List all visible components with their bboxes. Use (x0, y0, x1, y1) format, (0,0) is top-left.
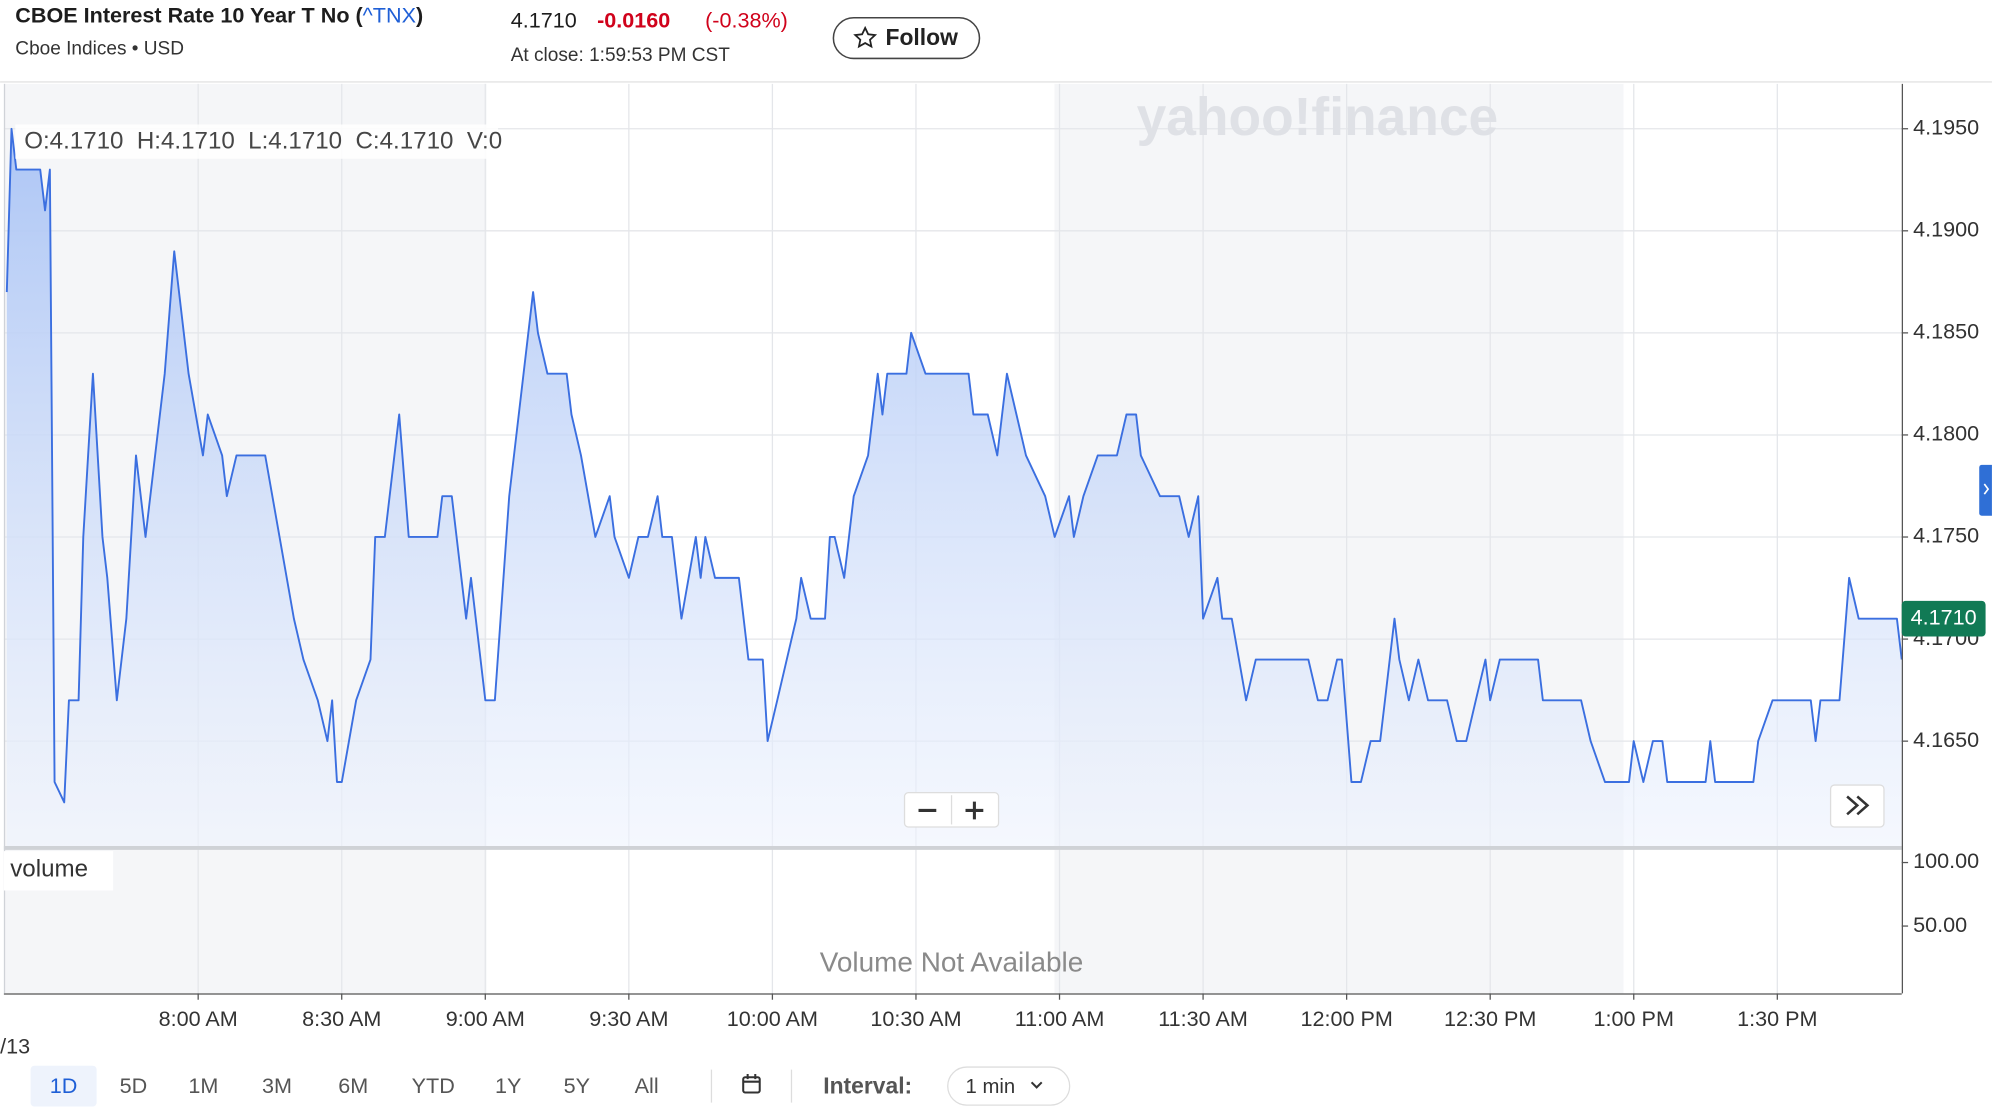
range-button[interactable]: 1D (50, 1073, 78, 1098)
x-tick-label: 8:00 AM (159, 1006, 238, 1031)
y-tick-label: 4.1750 (1913, 523, 1979, 548)
last-value-marker (1901, 600, 1986, 637)
chevron (1030, 1081, 1043, 1089)
x-tick-label: 9:00 AM (446, 1006, 525, 1031)
calendar-icon (742, 1076, 761, 1094)
calendar-button[interactable] (742, 1074, 761, 1094)
x-tick-label: 9:30 AM (589, 1006, 668, 1031)
range-button[interactable]: All (635, 1073, 659, 1098)
last-value-label: 4.1710 (1911, 604, 1977, 629)
x-tick-label: 8:30 AM (302, 1006, 381, 1031)
volume-label: volume (10, 856, 88, 883)
ohlc-bg (15, 124, 499, 159)
side-tab-icon (1983, 483, 1990, 495)
x-tick-label: 10:30 AM (870, 1006, 961, 1031)
range-button[interactable]: 3M (262, 1073, 292, 1098)
range-button[interactable]: 5Y (564, 1073, 590, 1098)
change-percent: (-0.38%) (705, 7, 788, 32)
x-axis-date: /13 (0, 1034, 30, 1059)
y-tick-label: 100.00 (1913, 848, 1979, 873)
range-button[interactable]: 5D (120, 1073, 148, 1098)
price-line (5, 127, 1903, 804)
exchange: Cboe Indices • USD (15, 39, 184, 60)
range-button[interactable]: 1M (188, 1073, 218, 1098)
y-tick-label: 4.1900 (1913, 217, 1979, 242)
y-tick-label: 50.00 (1913, 912, 1967, 937)
scroll-right[interactable] (1829, 784, 1885, 828)
zoom-controls (903, 792, 1000, 828)
x-tick-label: 1:00 PM (1594, 1006, 1674, 1031)
follow-label: Follow (885, 24, 958, 50)
scroll-right-icon (1846, 795, 1870, 816)
quote-title: CBOE Interest Rate 10 Year T No (^TNX) (15, 2, 423, 27)
volume-message: Volume Not Available (820, 947, 1084, 978)
range-selected-bg (30, 1065, 97, 1107)
plot (5, 127, 1903, 848)
y-tick-label: 4.1850 (1913, 319, 1979, 344)
side-tab[interactable] (1979, 464, 1992, 516)
ohlc-label: O:4.1710 H:4.1710 L:4.1710 C:4.1710 V:0 (24, 128, 502, 155)
range-button[interactable]: 1Y (495, 1073, 521, 1098)
interval-select[interactable]: 1 min (947, 1066, 1071, 1106)
range-button[interactable]: 6M (338, 1073, 368, 1098)
y-tick-label: 4.1950 (1913, 114, 1979, 139)
change: -0.0160 (597, 7, 670, 32)
price: 4.1710 (511, 7, 577, 32)
follow-outline (832, 17, 981, 60)
quote-name-close: ) (416, 2, 423, 27)
x-tick-label: 12:00 PM (1300, 1006, 1392, 1031)
quote-name: CBOE Interest Rate 10 Year T No ( (15, 2, 363, 27)
x-tick-label: 11:00 AM (1015, 1006, 1105, 1031)
axes: 8:00 AM 8:30 AM 9:00 AM 9:30 AM 10:00 AM 10:3… (159, 114, 1986, 1031)
area-fill (6, 128, 1902, 848)
star-icon (853, 25, 878, 49)
interval-select-bg (947, 1066, 1071, 1106)
follow-button[interactable]: Follow (832, 17, 981, 60)
toolbar: Interval: 1 min 1D 5D 1M 3M 6M YTD 1Y 5Y All (30, 1065, 1071, 1107)
quote-symbol[interactable]: ^TNX (363, 2, 416, 27)
interval-label: Interval: (823, 1072, 912, 1098)
watermark: yahoo!finance (1137, 88, 1499, 147)
range-button[interactable]: YTD (412, 1073, 455, 1098)
close-time: At close: 1:59:53 PM CST (511, 45, 730, 66)
y-tick-label: 4.1650 (1913, 727, 1979, 752)
y-tick-label: 4.1800 (1913, 421, 1979, 446)
x-tick-label: 12:30 PM (1444, 1006, 1536, 1031)
x-tick-label: 10:00 AM (727, 1006, 818, 1031)
calendar-icon-detail (743, 1074, 760, 1083)
volume-label-bg (3, 851, 114, 891)
zoom-in[interactable] (965, 801, 984, 820)
x-tick-label: 11:30 AM (1158, 1006, 1248, 1031)
x-tick-label: 1:30 PM (1737, 1006, 1817, 1031)
interval-value: 1 min (966, 1076, 1016, 1098)
